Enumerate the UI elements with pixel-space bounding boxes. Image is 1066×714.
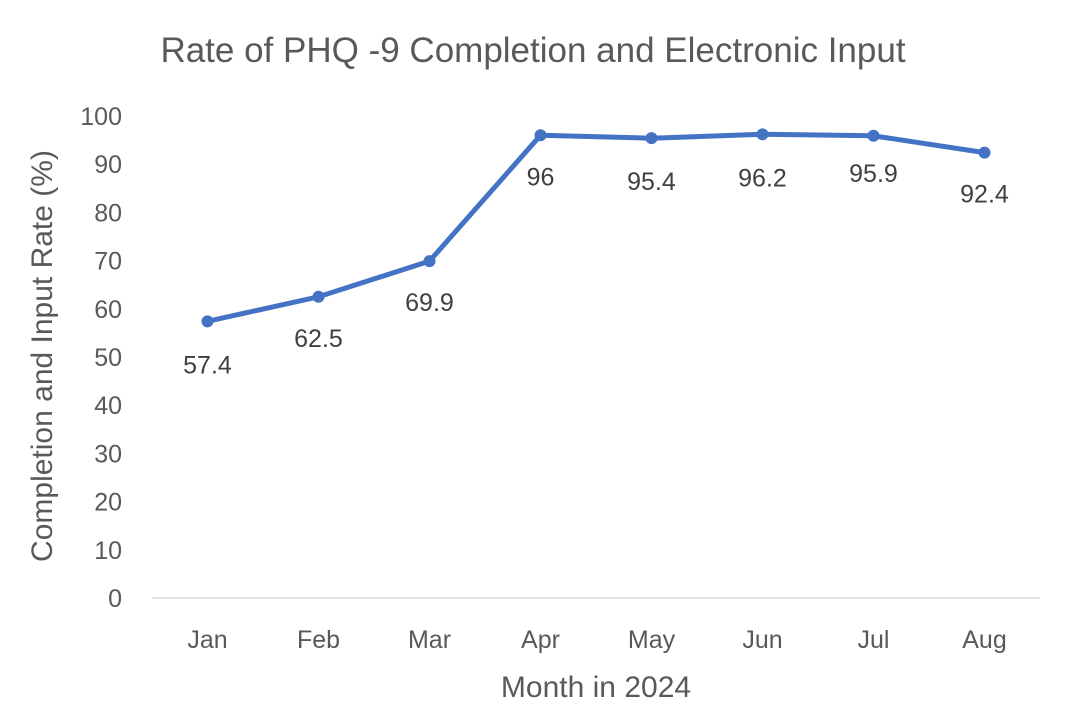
- y-tick-label: 40: [94, 392, 122, 420]
- data-label: 62.5: [294, 325, 343, 353]
- y-tick-label: 0: [108, 585, 122, 613]
- x-tick-label: Jan: [187, 626, 227, 654]
- data-point: [645, 132, 658, 145]
- y-tick-label: 80: [94, 199, 122, 227]
- y-axis-title: Completion and Input Rate (%): [26, 150, 59, 562]
- y-tick-label: 10: [94, 537, 122, 565]
- chart-title: Rate of PHQ -9 Completion and Electronic…: [160, 31, 905, 70]
- data-point: [867, 129, 880, 142]
- x-tick-label: Aug: [962, 626, 1006, 654]
- x-tick-label: Jul: [858, 626, 890, 654]
- x-axis-title: Month in 2024: [501, 671, 691, 704]
- x-tick-label: Apr: [521, 626, 560, 654]
- data-series: [201, 128, 991, 328]
- x-tick-label: Jun: [742, 626, 782, 654]
- data-point: [312, 290, 325, 303]
- x-tick-label: Feb: [297, 626, 340, 654]
- y-axis-ticks: 0 10 20 30 40 50 60 70 80 90 100: [80, 103, 122, 613]
- data-point: [534, 129, 547, 142]
- data-label: 57.4: [183, 351, 232, 379]
- y-tick-label: 70: [94, 248, 122, 276]
- series-line: [205, 131, 987, 324]
- data-label: 95.4: [627, 168, 676, 196]
- y-tick-label: 60: [94, 296, 122, 324]
- data-point: [978, 146, 991, 159]
- y-tick-label: 100: [80, 103, 122, 131]
- x-tick-label: May: [628, 626, 676, 654]
- x-axis-ticks: Jan Feb Mar Apr May Jun Jul Aug: [187, 626, 1006, 654]
- data-label: 96.2: [738, 164, 787, 192]
- data-label: 96: [527, 163, 555, 191]
- y-tick-label: 90: [94, 151, 122, 179]
- data-label: 95.9: [849, 160, 898, 188]
- y-tick-label: 50: [94, 344, 122, 372]
- data-labels: 57.4 62.5 69.9 96 95.4 96.2 95.9 92.4: [183, 160, 1009, 380]
- data-point: [201, 315, 214, 328]
- data-point: [756, 128, 769, 141]
- data-label: 92.4: [960, 181, 1009, 209]
- y-tick-label: 30: [94, 440, 122, 468]
- data-label: 69.9: [405, 289, 454, 317]
- y-tick-label: 20: [94, 489, 122, 517]
- data-point: [423, 255, 436, 268]
- x-tick-label: Mar: [408, 626, 451, 654]
